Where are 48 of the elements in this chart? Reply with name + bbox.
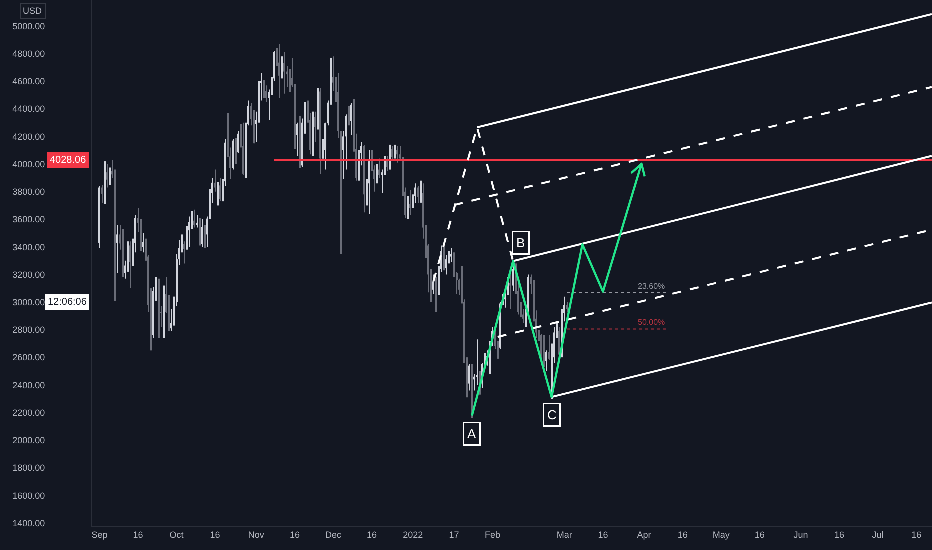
x-tick-label: 16 [678,530,688,540]
x-tick-label: Mar [556,530,572,540]
annotation: 12:06:06 [48,297,88,308]
y-tick-label: 3600.00 [12,214,46,225]
y-tick-label: 5000.00 [12,21,46,32]
y-tick-label: 2200.00 [12,408,46,418]
y-tick-label: 4800.00 [12,48,46,59]
annotation: C [548,408,557,422]
y-tick-label: 2400.00 [12,380,46,390]
x-tick-label: 16 [754,530,765,540]
x-tick-label: Jul [872,530,884,540]
series-label: 23.60% [638,282,666,291]
y-tick-label: 4600.00 [12,76,46,87]
x-tick-label: 16 [210,530,220,540]
annotation: A [468,426,476,442]
y-tick-label: 1400.00 [12,518,46,528]
x-tick-label: Oct [170,530,184,540]
x-tick-label: May [712,530,730,540]
y-axis-title: USD [23,6,42,16]
x-tick-label: 16 [912,530,922,540]
x-tick-label: 16 [290,530,300,540]
x-tick-label: 16 [598,530,608,540]
x-tick-label: 16 [834,530,845,540]
x-tick-label: 16 [133,530,144,540]
annotation: B [516,236,526,250]
x-tick-label: 16 [366,530,378,540]
y-tick-label: 3800.00 [12,187,46,198]
x-tick-label: Feb [484,530,500,540]
y-tick-label: 1800.00 [12,463,46,474]
x-tick-label: Apr [637,530,652,540]
y-tick-label: 4200.00 [12,132,46,142]
y-tick-label: 4000.00 [12,159,46,170]
x-tick-label: Dec [325,530,342,540]
y-tick-label: 3200.00 [12,270,46,280]
y-tick-label: 2600.00 [12,352,46,363]
x-tick-label: Sep [92,530,108,540]
x-tick-label: 17 [449,530,460,540]
annotation: 4028.06 [50,155,87,166]
x-tick-label: 2022 [403,530,424,540]
y-tick-label: 3400.00 [12,242,46,252]
y-tick-label: 3000.00 [12,298,46,308]
y-tick-label: 2800.00 [12,325,46,336]
y-tick-label: 2000.00 [12,436,46,446]
y-tick-label: 1600.00 [12,490,46,501]
x-tick-label: Nov [248,530,265,540]
y-tick-label: 4400.00 [12,104,46,114]
series-label: 50.00% [638,318,666,327]
x-tick-label: Jun [794,530,808,540]
